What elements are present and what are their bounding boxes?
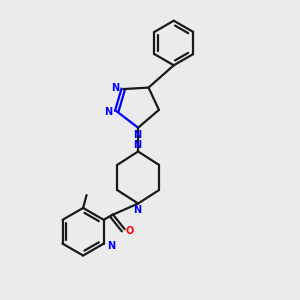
- Text: N: N: [134, 205, 142, 215]
- Text: N: N: [134, 140, 142, 150]
- Text: N: N: [107, 241, 115, 251]
- Text: O: O: [126, 226, 134, 236]
- Text: N: N: [104, 107, 112, 117]
- Text: N: N: [111, 83, 119, 93]
- Text: N: N: [134, 130, 142, 140]
